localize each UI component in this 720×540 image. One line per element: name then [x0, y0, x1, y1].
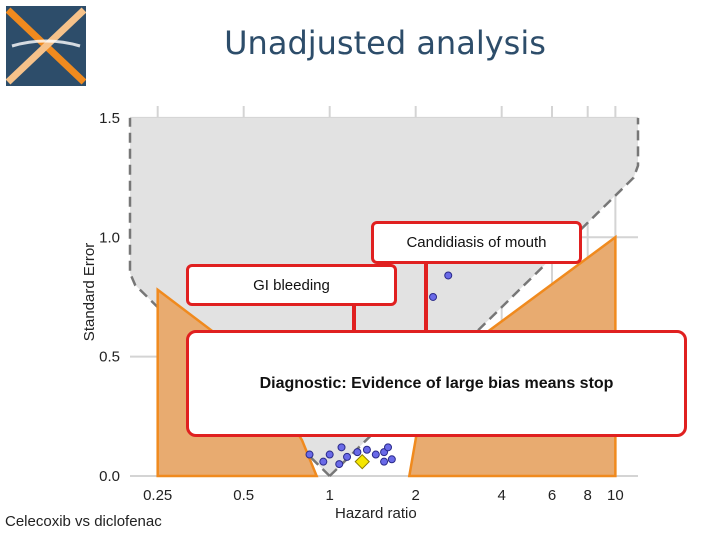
data-point [387, 455, 396, 464]
data-point [362, 445, 371, 454]
logo [5, 6, 87, 86]
data-point [305, 450, 314, 459]
data-point [371, 450, 380, 459]
data-point [337, 443, 346, 452]
y-tick-label: 1.5 [99, 110, 120, 127]
data-point [325, 450, 334, 459]
x-tick-label: 10 [607, 487, 624, 504]
y-axis-label: Standard Error [81, 243, 98, 341]
x-tick-label: 8 [584, 487, 592, 504]
data-point [319, 457, 328, 466]
highlight-point [354, 453, 370, 470]
y-tick-label: 0.5 [99, 349, 120, 366]
x-tick-label: 0.25 [143, 487, 172, 504]
x-axis-label: Hazard ratio [335, 505, 417, 522]
data-point [353, 448, 362, 457]
data-point [444, 271, 453, 280]
callout-candidiasis: Candidiasis of mouth [371, 221, 582, 264]
y-tick-label: 1.0 [99, 229, 120, 246]
slide-title: Unadjusted analysis [224, 24, 546, 62]
data-point [429, 292, 438, 301]
footer-label: Celecoxib vs diclofenac [5, 513, 162, 530]
data-points [305, 271, 453, 470]
x-tick-label: 1 [326, 487, 334, 504]
x-tick-label: 4 [498, 487, 506, 504]
x-tick-label: 0.5 [233, 487, 254, 504]
data-point [343, 452, 352, 461]
data-point [335, 460, 344, 469]
callout-diagnostic: Diagnostic: Evidence of large bias means… [186, 330, 687, 437]
data-point [384, 443, 393, 452]
callout-gi-bleeding: GI bleeding [186, 264, 397, 306]
data-point [380, 457, 389, 466]
y-tick-label: 0.0 [99, 468, 120, 485]
x-tick-label: 6 [548, 487, 556, 504]
axis-ticks: 0.25 0.5 1 2 4 6 8 10 0.0 0.5 1.0 1.5 [99, 110, 624, 504]
x-tick-label: 2 [412, 487, 420, 504]
